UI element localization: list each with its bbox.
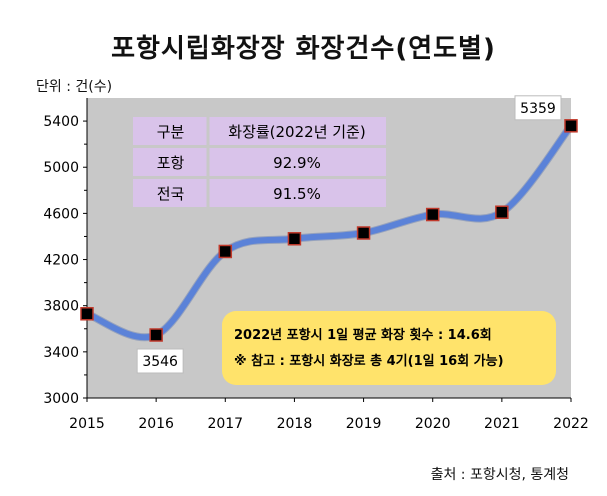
data-point-2015 [80, 307, 94, 321]
y-tick-label: 3400 [43, 345, 79, 361]
y-tick-label: 4600 [43, 206, 79, 222]
y-tick-label: 3000 [43, 391, 79, 407]
table-cell-bg [209, 179, 386, 207]
table-row-label: 전국 [157, 185, 185, 203]
table-header: 구분 [157, 123, 185, 141]
chart-title: 포항시립화장장 화장건수(연도별) [111, 34, 496, 64]
y-tick-label: 3800 [43, 299, 79, 315]
data-label-box-2022 [514, 95, 562, 121]
table-cell-bg [209, 148, 386, 176]
data-point-2018 [287, 232, 302, 246]
data-label-box-2016 [136, 348, 184, 374]
source-label: 출처 : 포항시청, 통계청 [430, 467, 569, 483]
data-label-2022: 5359 [520, 101, 556, 117]
note-box [222, 311, 556, 385]
x-tick-label: 2021 [484, 416, 520, 432]
x-tick-label: 2019 [346, 416, 382, 432]
data-point-2016 [149, 328, 163, 342]
table-cell-bg [209, 117, 386, 145]
x-tick-label: 2018 [277, 416, 313, 432]
unit-label: 단위 : 건(수) [36, 79, 113, 95]
table-header: 화장률(2022년 기준) [228, 123, 365, 141]
data-point-2022 [564, 119, 578, 133]
data-point-2019 [356, 226, 371, 240]
y-tick-label: 4200 [43, 253, 79, 269]
y-tick-label: 5400 [43, 114, 79, 130]
table-cell-value: 92.9% [273, 154, 321, 172]
x-tick-label: 2016 [138, 416, 174, 432]
table-cell-value: 91.5% [273, 185, 321, 203]
note-line-2: ※ 참고 : 포항시 화장로 총 4기(1일 16회 가능) [234, 353, 504, 369]
x-tick-label: 2017 [207, 416, 243, 432]
data-point-2020 [425, 207, 440, 222]
note-line-1: 2022년 포항시 1일 평균 화장 횟수 : 14.6회 [234, 327, 492, 343]
data-point-2021 [495, 205, 509, 219]
x-tick-label: 2015 [69, 416, 105, 432]
data-point-2017 [218, 244, 233, 259]
table-row-label: 포항 [157, 154, 185, 172]
x-tick-label: 2022 [553, 416, 589, 432]
table-cell-bg [133, 117, 207, 145]
x-tick-label: 2020 [415, 416, 451, 432]
data-label-2016: 3546 [142, 354, 178, 370]
table-cell-bg [133, 179, 207, 207]
y-tick-label: 5000 [43, 160, 79, 176]
table-cell-bg [133, 148, 207, 176]
